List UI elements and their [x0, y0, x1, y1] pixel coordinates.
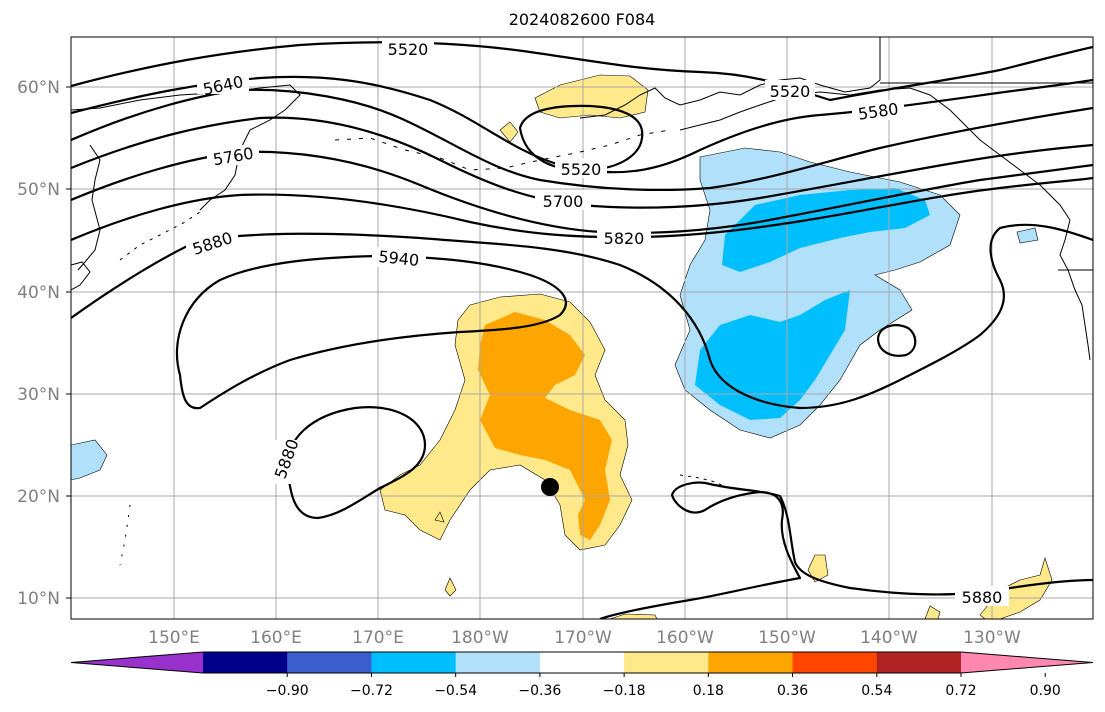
colorbar-tick-label: 0.72 [945, 683, 976, 699]
coast-hawaii [679, 474, 729, 489]
latitude-labels: 60°N 50°N 40°N 30°N 20°N 10°N [17, 78, 60, 609]
colorbar-tick-label: −0.72 [350, 683, 393, 699]
contour-5880-high [286, 406, 427, 520]
colorbar-segment [708, 652, 794, 673]
colorbar-tick-label: −0.90 [266, 683, 309, 699]
coast-alaska [579, 37, 881, 119]
colorbar-segment [203, 652, 288, 673]
contour-label-5520-mid: 5520 [561, 160, 602, 179]
colorbar-segment [624, 652, 709, 673]
coast-border [880, 82, 1093, 271]
lat-label: 30°N [17, 385, 60, 405]
coast-asia [71, 84, 301, 211]
gridlines [71, 37, 1093, 619]
negative-anomaly-small-east [1016, 227, 1039, 244]
lat-label: 10°N [17, 589, 60, 609]
colorbar: −0.90 −0.72 −0.54 −0.36 −0.18 0.18 0.36 0.54 0.7… [70, 651, 1094, 699]
axis-ticks [66, 86, 71, 599]
contour-5520-top [71, 41, 1093, 102]
contour-5880-ring [876, 324, 917, 357]
lat-label: 20°N [17, 487, 60, 507]
lon-label: 180°W [451, 628, 509, 648]
colorbar-extend-low [71, 652, 203, 673]
map-title: 2024082600 F084 [509, 10, 656, 29]
lat-label: 40°N [17, 283, 60, 303]
positive-anomaly-core [478, 312, 612, 540]
positive-anomaly-small-1 [499, 121, 519, 143]
coast-japan-north [71, 261, 91, 291]
negative-anomaly-small-west [71, 439, 108, 481]
lon-label: 130°W [963, 628, 1021, 648]
colorbar-segment [539, 652, 625, 673]
coast-sakhalin [77, 144, 101, 271]
colorbar-tick-label: 0.18 [693, 683, 724, 699]
contour-5580 [71, 75, 1093, 174]
colorbar-tick-label: 0.90 [1030, 683, 1061, 699]
contour-labels: 5520 5520 5520 5580 5640 5700 5760 5820 … [186, 38, 1009, 607]
coast-kurils [119, 211, 201, 261]
contour-label-5520-right: 5520 [770, 82, 811, 101]
contour-label-5520-top: 5520 [388, 40, 429, 59]
positive-anomaly-small-5 [924, 605, 941, 619]
lon-label: 170°E [352, 628, 404, 648]
colorbar-segment [371, 652, 457, 673]
positive-anomaly-small-7 [434, 511, 445, 523]
longitude-labels: 150°E 160°E 170°E 180°W 170°W 160°W 150°… [148, 628, 1021, 648]
negative-anomaly-core-north [722, 188, 930, 272]
positive-anomaly-small-6 [609, 613, 658, 619]
storm-center-marker [541, 478, 559, 496]
lon-label: 150°W [758, 628, 816, 648]
contour-label-5820: 5820 [604, 229, 645, 248]
contour-label-5940: 5940 [378, 247, 420, 270]
lon-label: 170°W [554, 628, 612, 648]
colorbar-tick-label: 0.36 [777, 683, 808, 699]
colorbar-segment [455, 652, 541, 673]
lon-label: 150°E [148, 628, 200, 648]
coast-north-america [1059, 219, 1091, 361]
colorbar-segment [287, 652, 372, 673]
colorbar-tick-label: 0.54 [861, 683, 892, 699]
lat-label: 50°N [17, 180, 60, 200]
contour-5880-south [599, 481, 1093, 619]
colorbar-outline [70, 651, 1094, 674]
lon-label: 140°W [860, 628, 918, 648]
positive-anomaly-small-2 [807, 554, 829, 583]
lon-label: 160°E [250, 628, 302, 648]
coast-alaska-south [679, 87, 1071, 221]
colorbar-extend-high [961, 652, 1093, 673]
positive-anomaly-small-3 [444, 577, 457, 597]
contour-5940 [175, 254, 567, 410]
contour-label-5880-right: 5880 [962, 588, 1003, 607]
colorbar-tick-label: −0.36 [518, 683, 561, 699]
coastlines [71, 37, 1093, 566]
colorbar-tick-label: −0.54 [434, 683, 477, 699]
colorbar-tick-label: −0.18 [603, 683, 646, 699]
map-frame [70, 36, 1094, 620]
lat-label: 60°N [17, 78, 60, 98]
colorbar-segment [876, 652, 962, 673]
contour-label-5700: 5700 [543, 192, 584, 211]
colorbar-segment [792, 652, 878, 673]
map-area: 5520 5520 5520 5580 5640 5700 5760 5820 … [71, 37, 1093, 619]
lon-label: 160°W [656, 628, 714, 648]
contour-5880-main [71, 223, 1093, 410]
